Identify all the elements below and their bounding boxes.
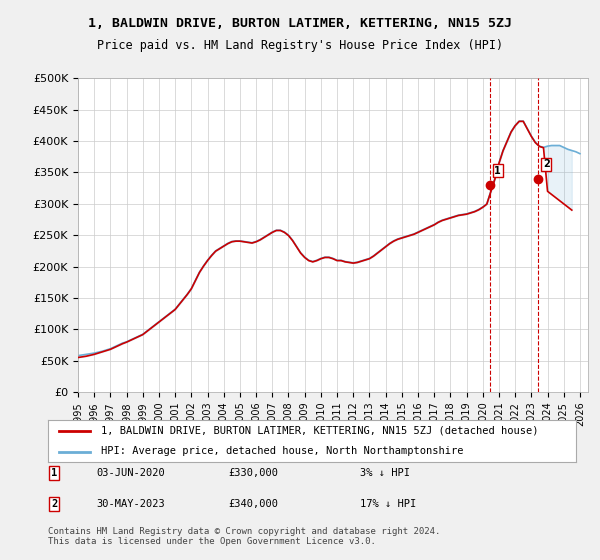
Text: 30-MAY-2023: 30-MAY-2023 [96,499,165,509]
Text: Contains HM Land Registry data © Crown copyright and database right 2024.
This d: Contains HM Land Registry data © Crown c… [48,526,440,546]
Text: 2: 2 [543,160,550,170]
Text: £330,000: £330,000 [228,468,278,478]
Text: 1: 1 [494,166,501,176]
Text: Price paid vs. HM Land Registry's House Price Index (HPI): Price paid vs. HM Land Registry's House … [97,39,503,52]
Text: £340,000: £340,000 [228,499,278,509]
Text: 03-JUN-2020: 03-JUN-2020 [96,468,165,478]
Text: 1, BALDWIN DRIVE, BURTON LATIMER, KETTERING, NN15 5ZJ (detached house): 1, BALDWIN DRIVE, BURTON LATIMER, KETTER… [101,426,538,436]
Text: 1, BALDWIN DRIVE, BURTON LATIMER, KETTERING, NN15 5ZJ: 1, BALDWIN DRIVE, BURTON LATIMER, KETTER… [88,17,512,30]
Text: 3% ↓ HPI: 3% ↓ HPI [360,468,410,478]
Text: HPI: Average price, detached house, North Northamptonshire: HPI: Average price, detached house, Nort… [101,446,463,456]
Text: 1: 1 [51,468,57,478]
Text: 17% ↓ HPI: 17% ↓ HPI [360,499,416,509]
Text: 2: 2 [51,499,57,509]
